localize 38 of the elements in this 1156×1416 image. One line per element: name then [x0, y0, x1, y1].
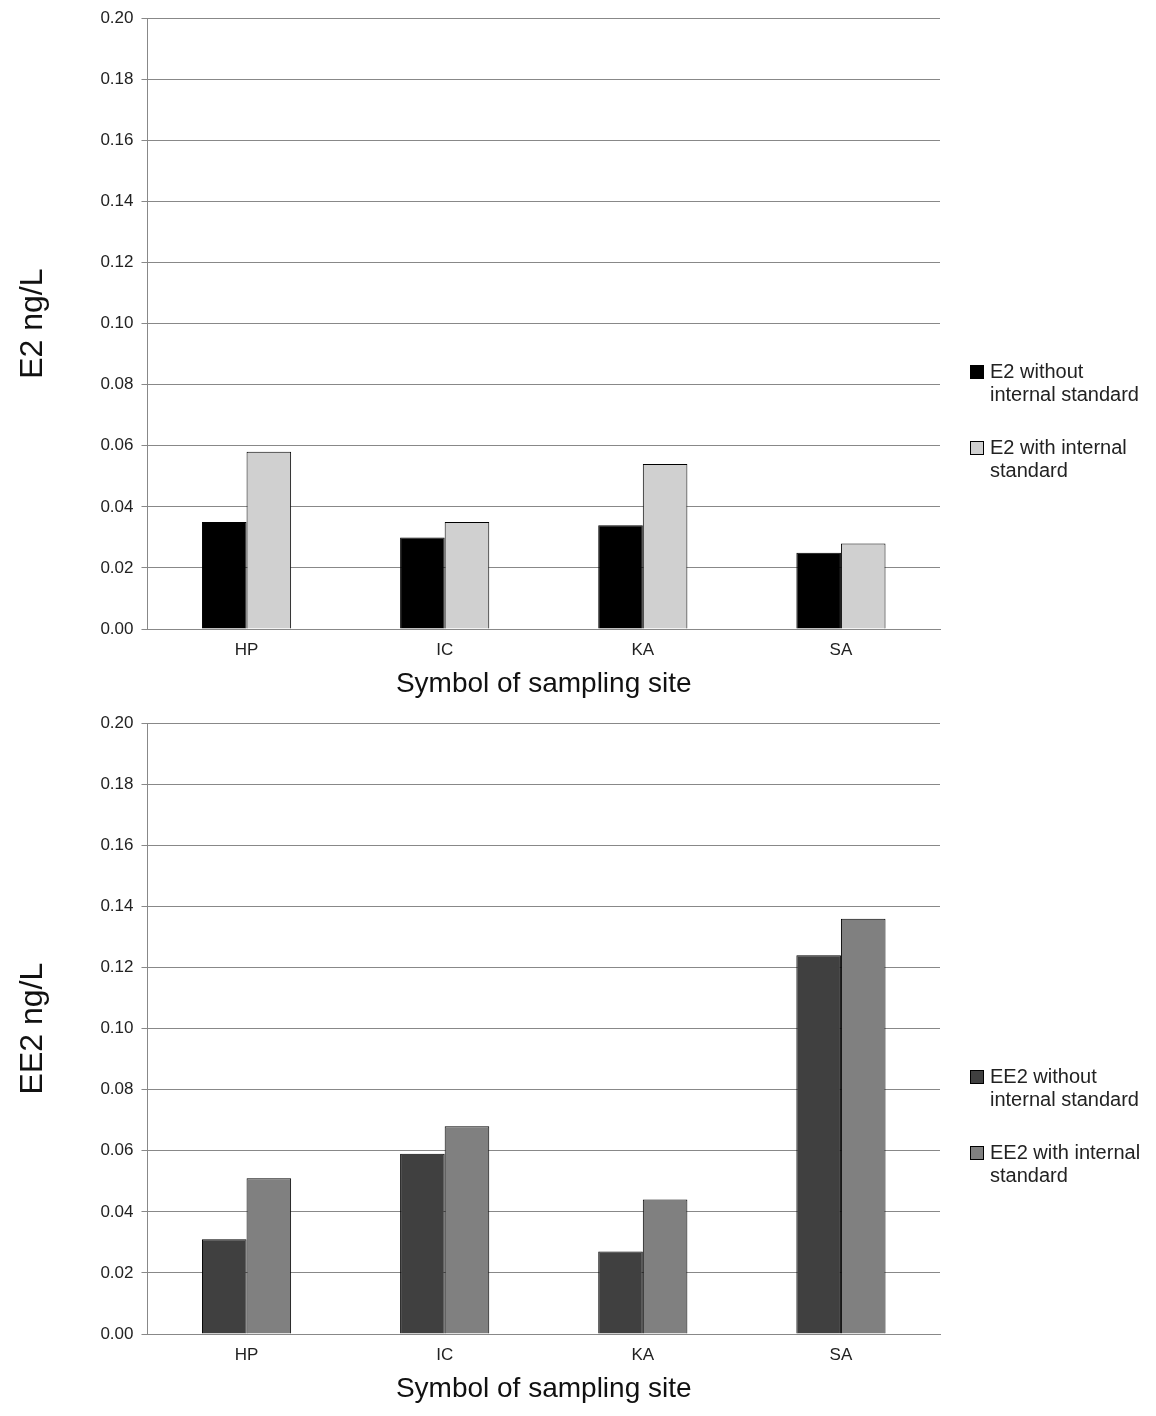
y-tick-label: 0.20: [100, 7, 134, 27]
legend-label: EE2 with internal standard: [990, 1141, 1142, 1187]
y-tick-label: 0.12: [100, 252, 134, 272]
x-tick-label: KA: [631, 639, 655, 659]
x-tick-label: HP: [234, 639, 259, 659]
y-tick-label: 0.00: [100, 1323, 134, 1343]
y-tick-label: 0.00: [100, 618, 134, 638]
legend-label: E2 without internal standard: [990, 360, 1140, 406]
y-tick-label: 0.18: [100, 68, 134, 88]
y-tick-label: 0.08: [100, 1079, 134, 1099]
y-tick-label: 0.08: [100, 374, 134, 394]
y-tick-label: 0.20: [100, 712, 134, 732]
y-tick-label: 0.16: [100, 835, 134, 855]
y-axis-title: EE2 ng/L: [13, 962, 50, 1095]
y-axis-title: E2 ng/L: [13, 268, 50, 379]
y-tick-label: 0.06: [100, 1140, 134, 1160]
x-axis-title: Symbol of sampling site: [395, 666, 692, 698]
x-tick-label: HP: [234, 1344, 259, 1364]
y-tick-label: 0.02: [100, 1262, 134, 1282]
y-tick-label: 0.12: [100, 957, 134, 977]
y-tick-label: 0.18: [100, 773, 134, 793]
x-tick-label: IC: [436, 1344, 454, 1364]
legend-label: EE2 without internal standard: [990, 1065, 1140, 1111]
x-axis-title: Symbol of sampling site: [395, 1371, 692, 1403]
y-tick-label: 0.04: [100, 496, 134, 516]
y-tick-label: 0.16: [100, 130, 134, 150]
x-tick-label: SA: [829, 639, 853, 659]
x-tick-label: KA: [631, 1344, 655, 1364]
y-tick-label: 0.14: [100, 896, 134, 916]
x-tick-label: SA: [829, 1344, 853, 1364]
y-tick-label: 0.02: [100, 557, 134, 577]
legend-label: E2 with internal standard: [990, 436, 1128, 482]
y-tick-label: 0.04: [100, 1201, 134, 1221]
y-tick-label: 0.10: [100, 313, 134, 333]
y-tick-label: 0.10: [100, 1018, 134, 1038]
y-tick-label: 0.06: [100, 435, 134, 455]
y-tick-label: 0.14: [100, 191, 134, 211]
x-tick-label: IC: [436, 639, 454, 659]
